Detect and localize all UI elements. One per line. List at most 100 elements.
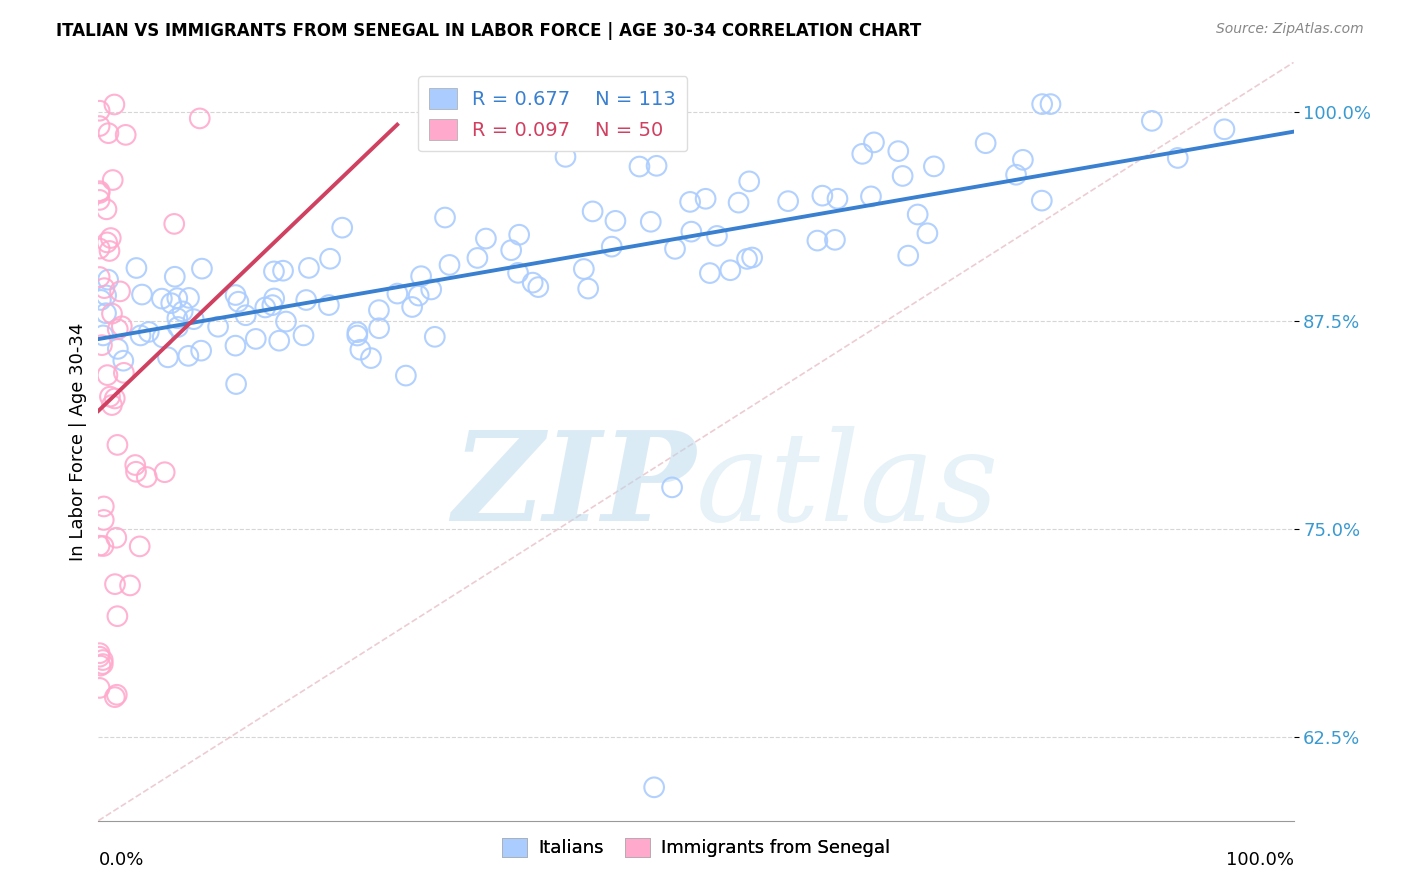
Point <box>156 351 179 365</box>
Point <box>91 657 114 671</box>
Text: 100.0%: 100.0% <box>1226 851 1294 869</box>
Point <box>522 276 544 290</box>
Point <box>89 242 111 256</box>
Point <box>411 269 433 284</box>
Point <box>475 231 498 245</box>
Point <box>699 266 721 280</box>
Point <box>93 281 115 295</box>
Point <box>401 300 423 314</box>
Point <box>135 470 157 484</box>
Point <box>93 539 115 553</box>
Point <box>346 328 368 343</box>
Point <box>125 260 148 275</box>
Point <box>423 330 446 344</box>
Point <box>114 128 136 142</box>
Point <box>131 287 153 301</box>
Point <box>439 258 461 272</box>
Point <box>628 134 651 148</box>
Point <box>104 392 127 406</box>
Point <box>467 251 489 265</box>
Point <box>368 303 391 318</box>
Point <box>89 270 111 285</box>
Point <box>89 646 111 660</box>
Text: Source: ZipAtlas.com: Source: ZipAtlas.com <box>1216 22 1364 37</box>
Point <box>1213 122 1236 136</box>
Point <box>93 513 115 527</box>
Point <box>922 160 945 174</box>
Point <box>235 308 257 322</box>
Point <box>94 306 117 320</box>
Point <box>104 690 127 705</box>
Point <box>183 312 205 326</box>
Point <box>1005 168 1028 182</box>
Point <box>105 609 128 624</box>
Point <box>101 398 124 412</box>
Point <box>360 351 382 365</box>
Point <box>104 577 127 591</box>
Point <box>298 260 321 275</box>
Point <box>93 500 115 514</box>
Text: ZIP: ZIP <box>453 426 696 548</box>
Point <box>190 343 212 358</box>
Point <box>1031 97 1053 112</box>
Point <box>501 243 523 257</box>
Point <box>664 242 686 256</box>
Point <box>1012 153 1035 167</box>
Point <box>172 304 194 318</box>
Point <box>191 261 214 276</box>
Point <box>806 234 828 248</box>
Point <box>120 578 142 592</box>
Point <box>89 681 111 695</box>
Point <box>225 288 247 302</box>
Point <box>107 342 129 356</box>
Point <box>101 307 124 321</box>
Point <box>224 338 246 352</box>
Point <box>262 298 284 312</box>
Point <box>859 189 882 203</box>
Point <box>225 377 247 392</box>
Point <box>318 298 340 312</box>
Text: ITALIAN VS IMMIGRANTS FROM SENEGAL IN LABOR FORCE | AGE 30-34 CORRELATION CHART: ITALIAN VS IMMIGRANTS FROM SENEGAL IN LA… <box>56 22 921 40</box>
Point <box>96 235 118 250</box>
Point <box>188 112 211 126</box>
Point <box>1167 151 1189 165</box>
Point <box>679 194 702 209</box>
Point <box>346 325 368 339</box>
Text: atlas: atlas <box>696 426 1000 548</box>
Point <box>661 480 683 494</box>
Point <box>101 173 124 187</box>
Point <box>89 103 111 118</box>
Point <box>163 269 186 284</box>
Point <box>96 202 118 217</box>
Point <box>269 334 291 348</box>
Point <box>917 227 939 241</box>
Point <box>778 194 800 208</box>
Point <box>89 649 111 664</box>
Point <box>368 321 391 335</box>
Point <box>100 231 122 245</box>
Point <box>827 192 849 206</box>
Point <box>628 160 651 174</box>
Point <box>152 330 174 344</box>
Y-axis label: In Labor Force | Age 30-34: In Labor Force | Age 30-34 <box>69 322 87 561</box>
Point <box>105 688 128 702</box>
Point <box>105 531 128 545</box>
Point <box>166 311 188 326</box>
Point <box>527 280 550 294</box>
Point <box>98 390 121 404</box>
Point <box>706 228 728 243</box>
Point <box>245 332 267 346</box>
Point <box>97 126 120 140</box>
Point <box>741 251 763 265</box>
Point <box>974 136 997 151</box>
Point <box>94 288 117 302</box>
Point <box>887 144 910 158</box>
Point <box>263 292 285 306</box>
Point <box>125 465 148 479</box>
Point <box>166 291 188 305</box>
Point <box>103 97 125 112</box>
Point <box>1039 97 1062 112</box>
Point <box>863 136 886 150</box>
Point <box>897 249 920 263</box>
Point <box>89 119 111 133</box>
